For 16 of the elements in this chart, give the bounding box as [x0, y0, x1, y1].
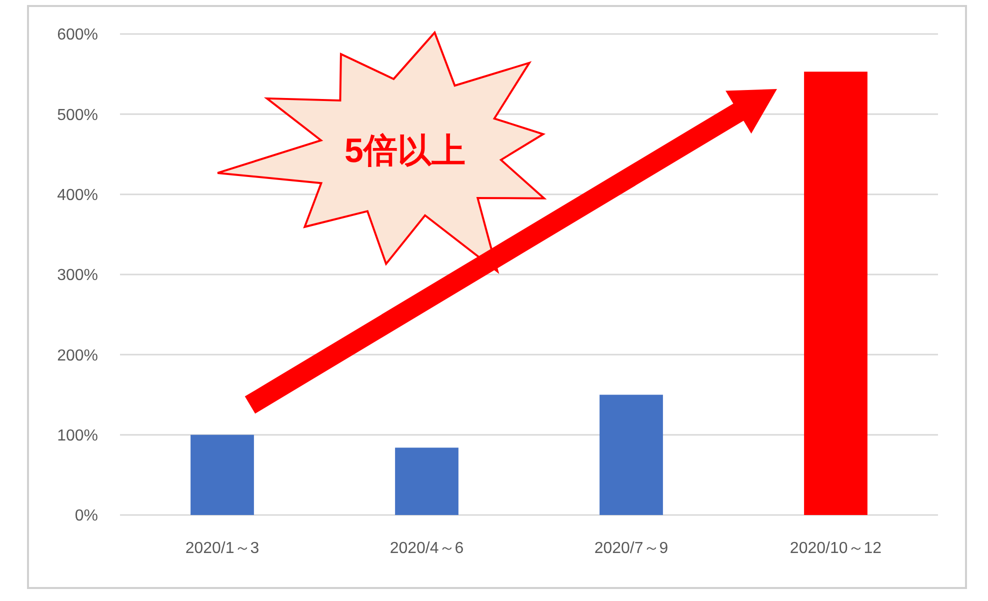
- bar: [190, 434, 254, 515]
- x-tick-label: 2020/4～6: [390, 540, 464, 557]
- bar: [600, 394, 663, 515]
- y-tick-label: 400%: [57, 186, 98, 204]
- y-tick-label: 300%: [57, 267, 98, 284]
- y-tick-label: 100%: [57, 427, 98, 444]
- x-tick-label: 2020/10～12: [790, 540, 882, 557]
- x-tick-label: 2020/1～3: [185, 540, 260, 557]
- bar: [395, 448, 458, 515]
- x-tick-label: 2020/7～9: [594, 540, 668, 557]
- bar: [804, 72, 868, 515]
- annotation: 5倍以上: [344, 132, 466, 170]
- y-tick-label: 0%: [74, 508, 98, 525]
- y-tick-label: 200%: [57, 347, 98, 364]
- y-tick-label: 600%: [57, 26, 98, 44]
- y-tick-label: 500%: [57, 106, 98, 124]
